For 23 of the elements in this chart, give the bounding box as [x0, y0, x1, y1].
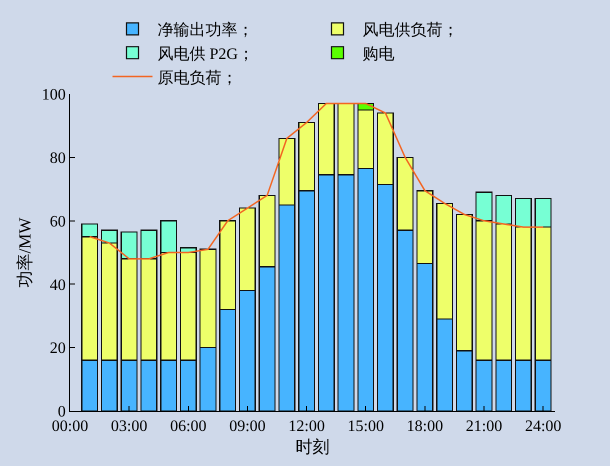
legend-label: 原电负荷；	[158, 68, 238, 87]
y-tick-label: 100	[42, 86, 66, 104]
y-axis-title: 功率/MW	[15, 216, 34, 288]
x-tick-label: 21:00	[466, 418, 502, 436]
y-tick-label: 40	[50, 276, 66, 294]
y-tick-label: 20	[50, 340, 66, 358]
x-tick-label: 06:00	[170, 418, 207, 436]
x-tick-label: 15:00	[348, 418, 384, 436]
line-series	[88, 102, 544, 260]
legend-label: 购电	[362, 44, 394, 63]
x-tick-label: 24:00	[524, 418, 562, 436]
legend-label: 风电供负荷；	[362, 21, 458, 40]
y-tick-label: 60	[50, 213, 66, 230]
x-tick-label: 18:00	[406, 418, 444, 436]
y-tick-label: 0	[58, 404, 66, 421]
legend-label: 风电供 P2G；	[158, 44, 254, 63]
y-tick-label: 80	[50, 150, 66, 167]
x-tick-label: 03:00	[110, 418, 148, 436]
x-tick-label: 00:00	[52, 418, 88, 436]
x-tick-label: 12:00	[288, 418, 325, 436]
x-axis-title: 时刻	[296, 438, 330, 457]
legend-label: 净输出功率；	[158, 21, 254, 40]
x-tick-label: 09:00	[229, 418, 266, 436]
